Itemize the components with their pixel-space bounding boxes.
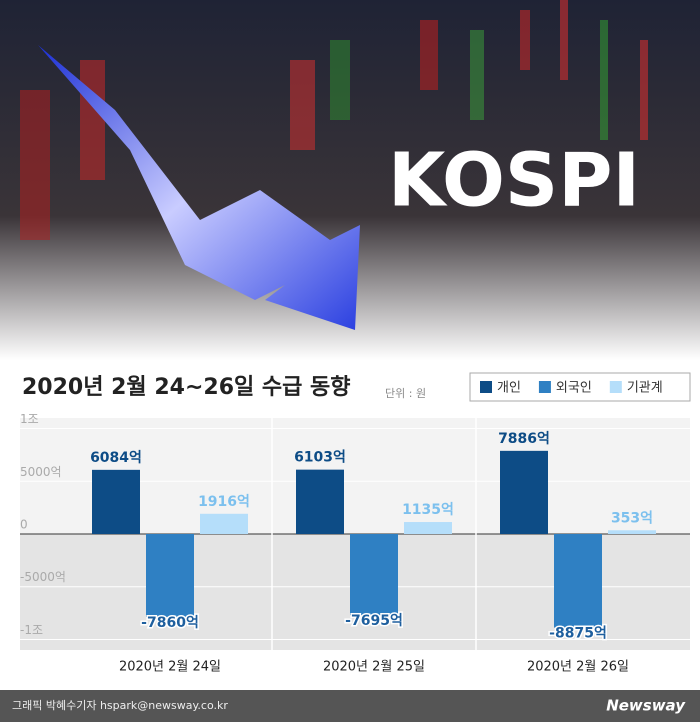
unit-note: 단위 : 원 xyxy=(385,387,426,400)
y-tick-label: -5000억 xyxy=(20,570,66,584)
value-label: -8875억 xyxy=(549,626,607,642)
legend-label: 기관계 xyxy=(627,381,663,396)
value-label: 1916억 xyxy=(198,494,250,510)
x-tick-label: 2020년 2월 24일 xyxy=(119,660,221,675)
bar xyxy=(500,450,548,534)
x-tick-label: 2020년 2월 25일 xyxy=(323,660,425,675)
y-tick-label: 0 xyxy=(20,518,28,532)
value-label: -7695억 xyxy=(345,613,403,629)
value-label: 353억 xyxy=(611,510,653,526)
bar xyxy=(350,534,398,616)
footer-credit: 그래픽 박혜수기자 hspark@newsway.co.kr xyxy=(12,699,228,712)
bar xyxy=(200,513,248,534)
bar xyxy=(92,469,140,534)
y-tick-label: 1조 xyxy=(20,412,39,426)
value-label: 6084억 xyxy=(90,450,142,466)
bar xyxy=(296,469,344,534)
legend-swatch xyxy=(538,381,551,393)
value-label: 1135억 xyxy=(402,502,454,518)
chart-title: 2020년 2월 24~26일 수급 동향 xyxy=(22,375,351,400)
banner-candles xyxy=(20,0,648,240)
bar xyxy=(146,534,194,617)
legend-box xyxy=(469,372,691,402)
legend-swatch xyxy=(480,381,492,393)
value-label: -7860억 xyxy=(141,615,199,631)
banner-title: KOSPI xyxy=(388,138,640,224)
legend-swatch xyxy=(609,381,622,393)
legend-label: 외국인 xyxy=(556,381,592,396)
footer-brand: Newsway xyxy=(606,697,686,715)
legend-label: 개인 xyxy=(497,381,521,396)
y-tick-label: 5000억 xyxy=(20,465,62,479)
value-label: 7886억 xyxy=(498,431,550,447)
y-tick-label: -1조 xyxy=(20,623,43,637)
value-label: 6103억 xyxy=(294,450,346,466)
bar xyxy=(404,522,452,534)
down-arrow xyxy=(38,45,360,330)
x-tick-label: 2020년 2월 26일 xyxy=(527,660,629,675)
bar xyxy=(608,530,656,534)
bar xyxy=(554,534,602,628)
footer-bar xyxy=(0,690,700,722)
